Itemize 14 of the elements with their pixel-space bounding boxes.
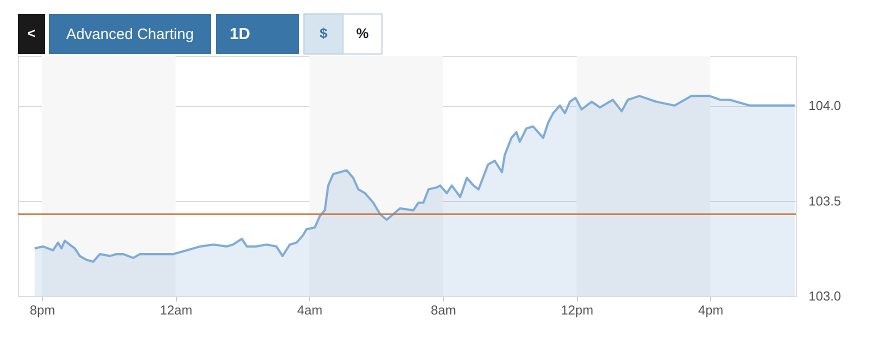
y-tick-label: 103.5 — [808, 193, 842, 208]
text: Advanced Charting — [66, 26, 194, 43]
text: < — [27, 25, 36, 41]
x-tick-label: 8am — [430, 302, 456, 318]
text: 1D — [230, 26, 250, 43]
x-tick-label: 12am — [160, 302, 192, 318]
x-tick-label: 4am — [297, 302, 322, 318]
x-tick-label: 12pm — [560, 302, 594, 318]
y-tick-label: 103.0 — [808, 288, 842, 304]
text: $ — [320, 25, 328, 41]
x-tick-label: 4pm — [698, 302, 724, 318]
x-tick-label: 8pm — [30, 302, 56, 318]
y-tick-label: 104.0 — [808, 98, 842, 114]
text: % — [356, 25, 370, 41]
